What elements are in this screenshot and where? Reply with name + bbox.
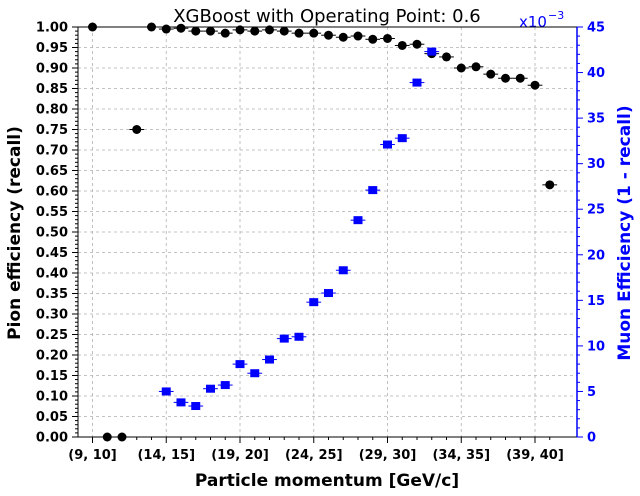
left-y-tick-label: 0.85 — [36, 82, 68, 97]
pion-efficiency-point — [545, 180, 555, 190]
pion-efficiency-point — [456, 63, 466, 73]
axes: 0.00 0.05 0.10 0.15 0.20 0.25 0.30 0.35 0.40 0.45… — [36, 21, 605, 464]
pion-efficiency-point — [220, 28, 230, 38]
right-axis-scale-label: x10 −3 — [519, 9, 564, 31]
pion-efficiency-point — [397, 40, 407, 50]
pion-efficiency-point — [176, 23, 186, 33]
right-y-tick-label: 45 — [587, 21, 605, 36]
pion-efficiency-point — [117, 432, 127, 442]
pion-efficiency-point — [338, 32, 348, 42]
right-y-tick-label: 20 — [587, 248, 605, 263]
pion-efficiency-point — [324, 30, 333, 40]
x-tick-label: (14, 15] — [137, 448, 195, 463]
right-y-tick-label: 25 — [587, 203, 605, 218]
right-axis-scale-exponent: −3 — [548, 9, 564, 22]
left-y-tick-label: 0.05 — [36, 410, 68, 425]
data-marks — [85, 22, 558, 442]
muon-efficiency-point — [265, 355, 274, 364]
right-y-tick-label: 10 — [587, 339, 605, 354]
pion-efficiency-point — [294, 28, 304, 38]
right-y-tick-label: 0 — [587, 431, 596, 446]
muon-efficiency-point — [250, 369, 260, 378]
pion-efficiency-point — [279, 26, 289, 36]
left-y-tick-label: 0.30 — [36, 308, 68, 323]
left-y-tick-label: 0.70 — [36, 144, 68, 159]
muon-efficiency-point — [338, 266, 348, 275]
grid — [78, 26, 577, 438]
right-axis-scale-base: x10 — [519, 13, 547, 31]
muon-efficiency-point — [206, 384, 215, 393]
pion-efficiency-point — [191, 26, 201, 36]
right-y-tick-label: 15 — [587, 294, 605, 309]
pion-efficiency-point — [515, 73, 525, 83]
left-y-tick-label: 0.80 — [36, 103, 68, 118]
x-axis-label: Particle momentum [GeV/c] — [195, 471, 459, 491]
left-y-tick-label: 0.45 — [36, 246, 68, 261]
right-y-tick-label: 30 — [587, 157, 605, 172]
muon-efficiency-point — [279, 334, 289, 343]
pion-efficiency-point — [368, 34, 378, 44]
x-tick-label: (34, 35] — [432, 448, 490, 463]
pion-efficiency-point — [250, 26, 260, 36]
left-y-tick-label: 0.95 — [36, 41, 68, 56]
left-y-tick-label: 0.25 — [36, 328, 68, 343]
left-y-tick-label: 0.60 — [36, 185, 68, 200]
pion-efficiency-point — [442, 52, 451, 62]
pion-efficiency-point — [147, 22, 156, 32]
right-y-axis-label: Muon Efficiency (1 - recall) — [615, 105, 635, 360]
x-tick-label: (29, 30] — [359, 448, 417, 463]
muon-efficiency-point — [397, 134, 407, 143]
left-y-tick-label: 0.50 — [36, 226, 68, 241]
pion-efficiency-point — [132, 125, 142, 134]
muon-efficiency-point — [353, 216, 363, 225]
muon-efficiency-point — [427, 47, 437, 56]
x-tick-label: (24, 25] — [285, 448, 343, 463]
pion-efficiency-point — [309, 28, 319, 38]
pion-efficiency-point — [206, 26, 215, 36]
left-y-axis-label: Pion efficiency (recall) — [5, 126, 25, 340]
pion-efficiency-point — [235, 25, 245, 35]
left-y-tick-label: 0.00 — [36, 431, 68, 446]
right-y-tick-label: 5 — [587, 385, 596, 400]
muon-efficiency-point — [176, 398, 186, 407]
right-y-tick-label: 35 — [587, 112, 605, 127]
muon-efficiency-point — [368, 186, 378, 195]
left-y-tick-label: 0.20 — [36, 349, 68, 364]
pion-efficiency-point — [161, 24, 171, 34]
pion-efficiency-point — [412, 39, 422, 49]
pion-efficiency-point — [501, 73, 510, 83]
pion-efficiency-point — [530, 80, 540, 90]
left-y-tick-label: 0.35 — [36, 287, 68, 302]
pion-efficiency-point — [102, 432, 112, 442]
pion-efficiency-point — [265, 25, 274, 35]
left-y-tick-label: 0.65 — [36, 164, 68, 179]
muon-efficiency-point — [412, 78, 422, 87]
muon-efficiency-point — [220, 381, 230, 390]
left-y-tick-label: 0.75 — [36, 123, 68, 138]
chart-title: XGBoost with Operating Point: 0.6 — [173, 6, 481, 27]
muon-efficiency-point — [161, 387, 171, 396]
left-y-tick-label: 0.90 — [36, 62, 68, 77]
left-y-tick-label: 0.40 — [36, 267, 68, 282]
pion-efficiency-point — [383, 33, 392, 43]
pion-efficiency-point — [486, 69, 496, 79]
x-tick-label: (9, 10] — [68, 448, 116, 463]
pion-efficiency-point — [471, 62, 481, 72]
muon-efficiency-point — [294, 332, 304, 341]
muon-efficiency-point — [383, 140, 392, 149]
left-y-tick-label: 0.10 — [36, 390, 68, 405]
left-y-tick-label: 0.15 — [36, 369, 68, 384]
muon-efficiency-point — [309, 298, 319, 307]
pion-efficiency-point — [353, 31, 363, 41]
x-tick-label: (39, 40] — [506, 448, 564, 463]
muon-efficiency-point — [191, 402, 201, 411]
muon-efficiency-point — [235, 360, 245, 369]
x-tick-label: (19, 20] — [211, 448, 269, 463]
left-y-tick-label: 1.00 — [36, 21, 68, 36]
right-y-tick-label: 40 — [587, 66, 605, 81]
pion-efficiency-point — [88, 22, 97, 32]
muon-efficiency-point — [324, 289, 333, 298]
left-y-tick-label: 0.55 — [36, 205, 68, 220]
